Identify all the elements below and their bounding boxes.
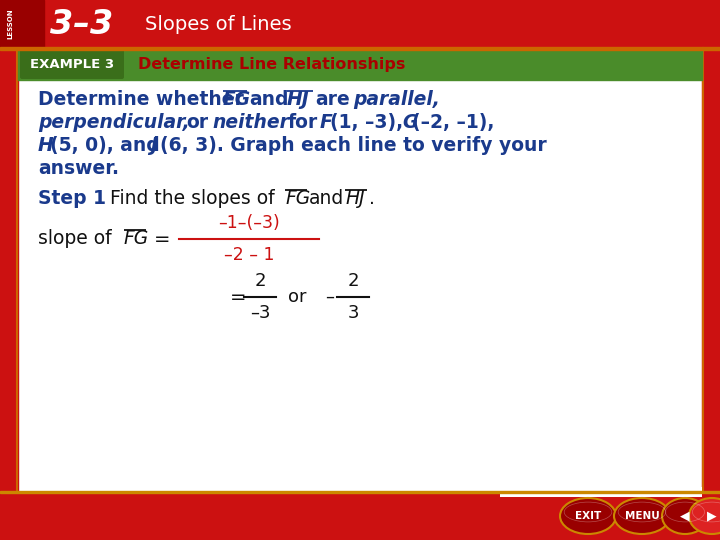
Text: 3: 3 (347, 304, 359, 322)
Text: for: for (288, 113, 318, 132)
Text: F: F (320, 113, 333, 132)
Text: FG: FG (124, 230, 149, 248)
Text: G: G (402, 113, 418, 132)
Text: EXAMPLE 3: EXAMPLE 3 (30, 57, 114, 71)
Text: parallel,: parallel, (353, 90, 440, 109)
Text: neither: neither (212, 113, 289, 132)
Text: (5, 0), and: (5, 0), and (50, 136, 160, 155)
Text: H: H (38, 136, 54, 155)
FancyBboxPatch shape (20, 49, 124, 79)
Ellipse shape (560, 498, 616, 534)
Bar (0, 47, 720, 50)
Text: (1, –3),: (1, –3), (330, 113, 403, 132)
Bar (0, 48, 18, 492)
Bar (18, 48, 702, 80)
Text: –2 – 1: –2 – 1 (224, 246, 274, 264)
Text: =: = (230, 287, 246, 307)
Text: J: J (150, 136, 157, 155)
Bar (18, 48, 702, 492)
Text: 2: 2 (347, 272, 359, 290)
Text: MENU: MENU (625, 511, 660, 521)
Text: HJ: HJ (287, 90, 310, 109)
Text: answer.: answer. (38, 159, 119, 178)
Text: or: or (186, 113, 208, 132)
Text: ▶: ▶ (707, 510, 717, 523)
Text: –3: –3 (250, 304, 270, 322)
Text: Step 1: Step 1 (38, 189, 106, 208)
Bar (0, 492, 720, 540)
Bar (0, 0, 44, 48)
Text: Determine whether: Determine whether (38, 90, 244, 109)
Text: LESSON: LESSON (7, 9, 13, 39)
Text: (6, 3). Graph each line to verify your: (6, 3). Graph each line to verify your (160, 136, 546, 155)
Text: 2: 2 (254, 272, 266, 290)
Text: FG: FG (285, 189, 310, 208)
Ellipse shape (662, 498, 708, 534)
Bar (0, 491, 720, 493)
Text: (–2, –1),: (–2, –1), (412, 113, 495, 132)
Text: Determine Line Relationships: Determine Line Relationships (138, 57, 405, 71)
Text: .: . (369, 189, 375, 208)
Text: =: = (154, 230, 171, 248)
Text: ◀: ◀ (680, 510, 690, 523)
Text: Find the slopes of: Find the slopes of (110, 189, 274, 208)
Bar (0, 0, 720, 48)
Text: slope of: slope of (38, 230, 112, 248)
Text: or: or (288, 288, 307, 306)
Text: and: and (309, 189, 344, 208)
Ellipse shape (689, 498, 720, 534)
Ellipse shape (614, 498, 670, 534)
Text: HJ: HJ (345, 189, 364, 208)
Text: and: and (249, 90, 289, 109)
Text: FG: FG (223, 90, 251, 109)
Text: 3–3: 3–3 (50, 8, 113, 40)
Text: –1–(–3): –1–(–3) (218, 214, 280, 232)
Text: Slopes of Lines: Slopes of Lines (145, 15, 292, 33)
Text: perpendicular,: perpendicular, (38, 113, 190, 132)
Text: EXIT: EXIT (575, 511, 601, 521)
FancyBboxPatch shape (500, 487, 702, 497)
Text: are: are (315, 90, 350, 109)
Bar (702, 48, 720, 492)
Text: –: – (325, 288, 334, 306)
